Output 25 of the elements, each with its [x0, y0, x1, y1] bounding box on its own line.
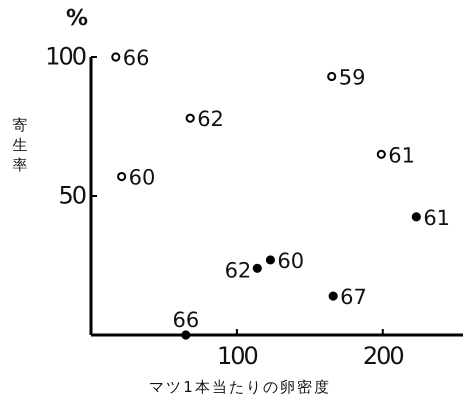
point [181, 330, 190, 340]
y-tick-label: 50 [58, 182, 86, 210]
point [186, 114, 195, 123]
point [328, 292, 338, 301]
annotation: 61 [388, 143, 416, 168]
point [111, 52, 120, 62]
annotation: 66 [172, 308, 200, 332]
x-axis-title: マツ1本当たりの卵密度 [149, 378, 331, 396]
annotation: 61 [423, 206, 450, 230]
text: % [66, 6, 88, 31]
annotation: 66 [122, 46, 150, 70]
annotation: 59 [338, 65, 366, 90]
point [327, 72, 336, 82]
annotation: 60 [128, 166, 156, 190]
point [376, 150, 386, 159]
annotation: 60 [277, 248, 304, 273]
point [412, 212, 421, 222]
point [252, 264, 262, 273]
annotation: 67 [340, 285, 367, 310]
point [117, 172, 126, 182]
point [266, 255, 276, 264]
y-axis-title: 寄生率 [12, 116, 28, 174]
x-tick-label: 200 [362, 342, 404, 370]
annotation: 62 [224, 258, 252, 282]
annotation: 62 [197, 107, 224, 132]
